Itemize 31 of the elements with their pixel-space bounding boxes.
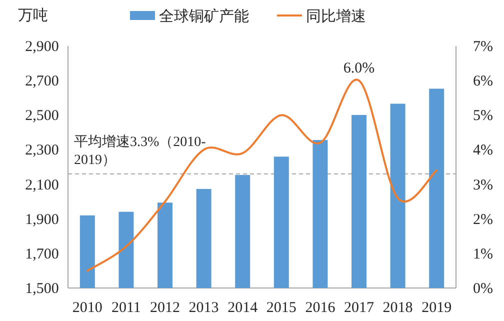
y2-tick-label: 6%: [473, 74, 493, 90]
y-tick-label: 1,500: [25, 281, 59, 297]
data-label: 6.0%: [343, 60, 375, 77]
x-tick-label: 2014: [228, 300, 258, 316]
y-tick-label: 2,700: [25, 74, 59, 90]
x-tick-label: 2012: [150, 300, 180, 316]
y-tick-label: 2,500: [25, 108, 59, 124]
y-tick-label: 1,900: [25, 212, 59, 228]
y2-tick-label: 5%: [473, 108, 493, 124]
y-tick-label: 1,700: [25, 246, 59, 262]
x-tick-label: 2018: [382, 300, 413, 316]
x-tick-label: 2011: [111, 300, 141, 316]
y-tick-label: 2,100: [25, 177, 59, 194]
y-tick-label: 2,900: [25, 39, 59, 55]
y2-tick-label: 1%: [473, 246, 493, 262]
x-tick-label: 2010: [72, 300, 102, 316]
x-tick-label: 2016: [305, 300, 336, 316]
y-tick-label: 2,300: [25, 142, 59, 159]
ref-line-label: 平均增速3.3%（2010-2019）: [74, 134, 206, 170]
x-tick-label: 2017: [344, 300, 374, 316]
y2-tick-label: 0%: [473, 281, 493, 297]
x-tick-label: 2015: [266, 300, 296, 316]
x-tick-label: 2013: [188, 300, 219, 316]
y2-tick-label: 7%: [473, 39, 493, 55]
y-axis-title: 万吨: [18, 6, 48, 24]
legend-label: 全球铜矿产能: [159, 7, 249, 25]
y2-tick-label: 2%: [473, 212, 493, 228]
y2-tick-label: 4%: [473, 142, 493, 159]
legend-label: 同比增速: [306, 7, 366, 25]
x-tick-label: 2019: [422, 300, 452, 316]
y2-tick-label: 3%: [473, 177, 493, 194]
